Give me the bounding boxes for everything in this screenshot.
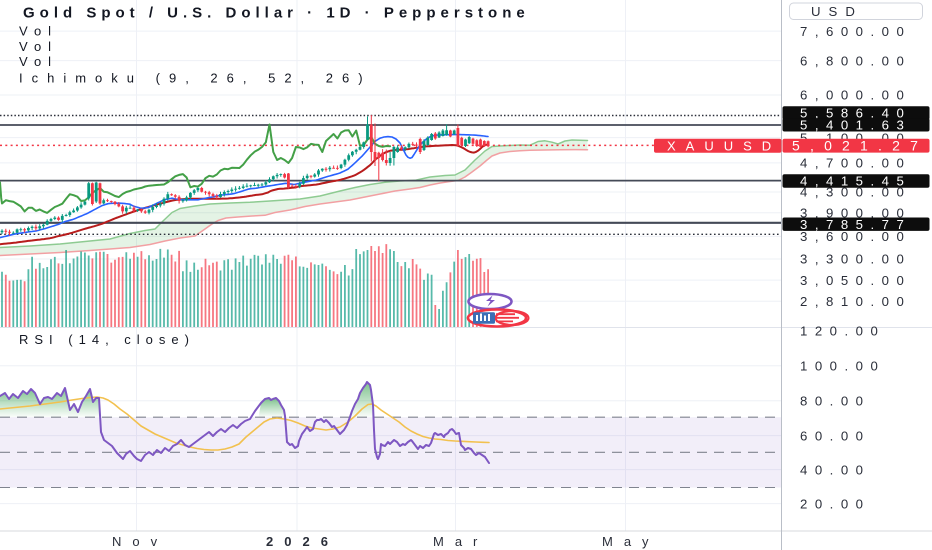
svg-text:USD: USD: [811, 4, 863, 19]
svg-text:60.00: 60.00: [800, 428, 871, 443]
svg-text:6,000.00: 6,000.00: [800, 88, 911, 103]
svg-text:5,586.40: 5,586.40: [800, 106, 911, 121]
svg-text:Vol: Vol: [19, 39, 58, 54]
svg-text:2026: 2026: [266, 534, 339, 549]
svg-text:Vol: Vol: [19, 54, 58, 69]
svg-text:May: May: [602, 534, 660, 549]
svg-text:40.00: 40.00: [800, 462, 871, 477]
svg-text:3,050.00: 3,050.00: [800, 273, 911, 288]
svg-text:3,300.00: 3,300.00: [800, 252, 911, 267]
svg-text:Mar: Mar: [433, 534, 488, 549]
svg-text:RSI (14, close): RSI (14, close): [19, 332, 195, 347]
svg-text:6,800.00: 6,800.00: [800, 53, 911, 68]
svg-text:5,401.63: 5,401.63: [800, 118, 911, 133]
svg-text:3,900.00: 3,900.00: [800, 206, 911, 221]
svg-text:3,785.77: 3,785.77: [800, 217, 911, 232]
svg-text:Nov: Nov: [112, 534, 168, 549]
svg-text:4,415.45: 4,415.45: [800, 174, 911, 189]
svg-text:4,300.00: 4,300.00: [800, 185, 911, 200]
svg-text:Ichimoku (9, 26, 52, 26): Ichimoku (9, 26, 52, 26): [19, 71, 372, 86]
svg-text:Gold Spot / U.S. Dollar · 1D ·: Gold Spot / U.S. Dollar · 1D · Peppersto…: [23, 5, 530, 22]
svg-text:4,700.00: 4,700.00: [800, 156, 911, 171]
svg-text:5,021.27: 5,021.27: [792, 137, 928, 153]
svg-text:2,810.00: 2,810.00: [800, 294, 911, 309]
svg-text:7,600.00: 7,600.00: [800, 24, 911, 39]
svg-text:3,600.00: 3,600.00: [800, 229, 911, 244]
svg-text:Vol: Vol: [19, 24, 58, 39]
svg-text:XAUUSD: XAUUSD: [667, 139, 781, 154]
svg-text:20.00: 20.00: [800, 496, 871, 511]
svg-text:100.00: 100.00: [800, 359, 885, 374]
svg-text:120.00: 120.00: [800, 324, 885, 339]
svg-text:80.00: 80.00: [800, 393, 871, 408]
